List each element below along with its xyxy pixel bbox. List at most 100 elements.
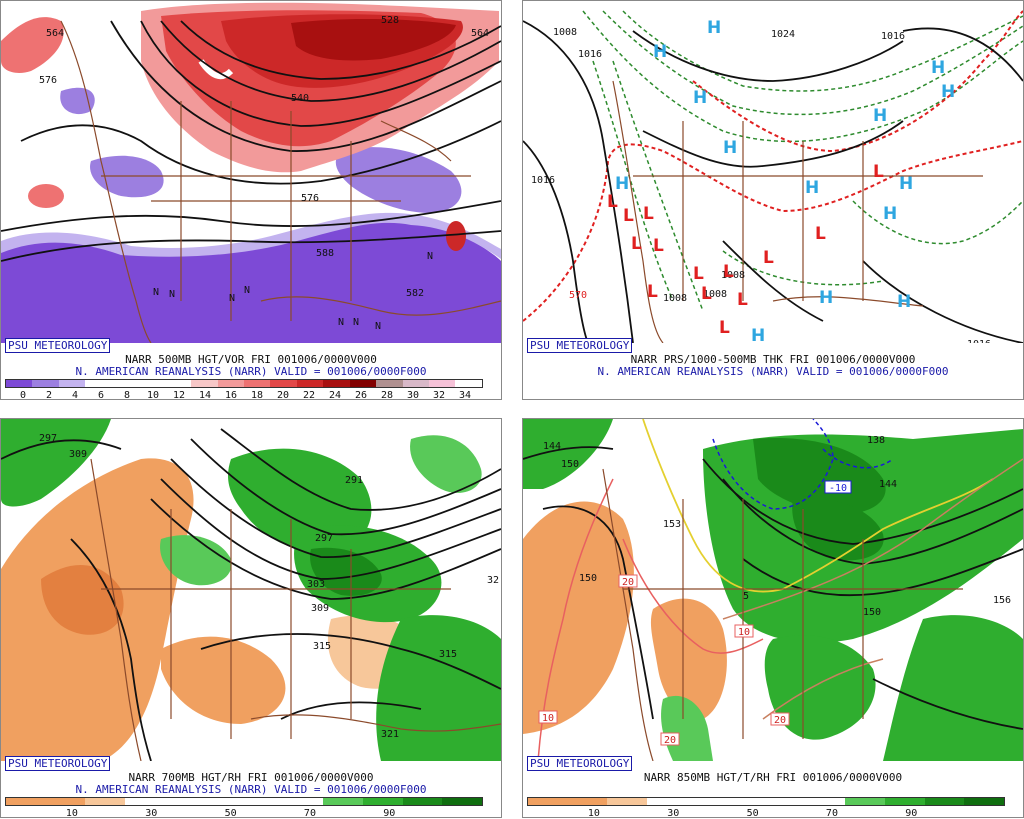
colorbar-swatch (845, 798, 886, 805)
high-pressure-symbol: H (941, 82, 955, 102)
temperature-label: 20 (774, 715, 786, 726)
map-700mb: 297 309 291 297 303 309 315 315 321 315 … (1, 419, 501, 761)
low-pressure-symbol: L (719, 318, 730, 338)
vorticity-min-symbol: N (353, 317, 359, 328)
colorbar-swatch (647, 798, 687, 805)
contour-label: 528 (381, 15, 399, 26)
colorbar (5, 379, 483, 388)
contour-label: 540 (291, 93, 309, 104)
colorbar-swatch (32, 380, 59, 387)
panel-subtitle: N. AMERICAN REANALYSIS (NARR) VALID = 00… (75, 365, 427, 378)
colorbar-tick-label: 2 (45, 390, 53, 401)
colorbar-swatch (766, 798, 806, 805)
colorbar-tick-label: 34 (458, 390, 472, 401)
colorbar-swatch (349, 380, 377, 387)
colorbar (527, 797, 1005, 806)
contour-label: 309 (69, 449, 87, 460)
vorticity-min-symbol: N (375, 321, 381, 332)
vorticity-min-symbol: N (338, 317, 344, 328)
contour-label: 138 (867, 435, 885, 446)
high-pressure-symbol: H (615, 174, 629, 194)
low-pressure-symbol: L (647, 282, 658, 302)
high-pressure-symbol: H (707, 18, 721, 38)
temperature-label: 10 (542, 713, 554, 724)
colorbar-swatch (244, 798, 284, 805)
colorbar-ticks: 0 2 4 6 8 10 12 14 16 18 20 22 24 26 28 30 32 34 (5, 390, 483, 401)
colorbar-swatch (442, 798, 483, 805)
panel-700mb-hgt-rh: 297 309 291 297 303 309 315 315 321 315 … (0, 418, 502, 819)
colorbar-swatch (58, 380, 86, 387)
panel-title: NARR 850MB HGT/T/RH FRI 001006/0000V000 (643, 771, 903, 784)
colorbar-swatch (6, 380, 33, 387)
contour-label: 315 (313, 641, 331, 652)
colorbar-tick-label: 12 (172, 390, 186, 401)
contour-label: 156 (993, 595, 1011, 606)
temperature-label: 10 (738, 627, 750, 638)
colorbar-tick-label: 10 (587, 808, 600, 819)
high-pressure-symbol: H (897, 292, 911, 312)
panel-title: NARR 500MB HGT/VOR FRI 001006/0000V000 (125, 353, 377, 366)
high-pressure-symbol: H (931, 58, 945, 78)
colorbar-tick-label: 30 (145, 808, 158, 819)
vorticity-min-symbol: N (244, 285, 250, 296)
colorbar-swatch (296, 380, 324, 387)
high-pressure-symbol: H (819, 288, 833, 308)
map-500mb: 564 576 540 528 564 576 588 582 N N N N … (1, 1, 501, 343)
high-pressure-symbol: H (805, 178, 819, 198)
high-pressure-symbol: H (723, 138, 737, 158)
high-pressure-symbol: H (693, 88, 707, 108)
contour-label: 315 (439, 649, 457, 660)
low-pressure-symbol: L (723, 262, 734, 282)
contour-label: 582 (406, 288, 424, 299)
colorbar (5, 797, 483, 806)
colorbar-swatch (204, 798, 245, 805)
low-pressure-symbol: L (693, 264, 704, 284)
colorbar-ticks: 10 30 50 70 90 (527, 808, 1005, 819)
colorbar-swatch (283, 798, 324, 805)
colorbar-tick-label: 0 (19, 390, 27, 401)
colorbar-tick-label: 4 (71, 390, 79, 401)
contour-label: 150 (561, 459, 579, 470)
colorbar-swatch (429, 380, 456, 387)
low-pressure-symbol: L (653, 236, 664, 256)
colorbar-swatch (455, 380, 482, 387)
contour-label: 321 (381, 729, 399, 740)
colorbar-swatch (885, 798, 925, 805)
contour-label: 144 (543, 441, 561, 452)
low-pressure-symbol: L (873, 162, 884, 182)
colorbar-swatch (726, 798, 767, 805)
contour-label: 576 (301, 193, 319, 204)
colorbar-swatch (924, 798, 965, 805)
vorticity-min-symbol: N (229, 293, 235, 304)
colorbar-swatch (164, 380, 192, 387)
low-pressure-symbol: L (631, 234, 642, 254)
colorbar-swatch (323, 798, 364, 805)
colorbar-swatch (686, 798, 727, 805)
colorbar-ticks: 10 30 50 70 90 (5, 808, 483, 819)
colorbar-swatch (164, 798, 205, 805)
colorbar-tick-label: 20 (276, 390, 290, 401)
contour-label: 144 (879, 479, 897, 490)
contour-label: 297 (39, 433, 57, 444)
colorbar-tick-label: 8 (123, 390, 131, 401)
colorbar-tick-label: 70 (825, 808, 838, 819)
contour-label: 1008 (663, 293, 687, 304)
map-850mb: 144 150 138 144 153 150 156 150 156 -10 … (523, 419, 1023, 761)
colorbar-tick-label: 28 (380, 390, 394, 401)
colorbar-tick-label: 90 (905, 808, 918, 819)
colorbar-swatch (363, 798, 403, 805)
colorbar-swatch (402, 798, 443, 805)
contour-label: 291 (345, 475, 363, 486)
colorbar-tick-label: 70 (303, 808, 316, 819)
colorbar-tick-label: 10 (146, 390, 160, 401)
colorbar-swatch (376, 380, 403, 387)
badge-psu-meteorology: PSU METEOROLOGY (527, 756, 633, 771)
low-pressure-symbol: L (643, 204, 654, 224)
colorbar-swatch (402, 380, 429, 387)
high-pressure-symbol: H (873, 106, 887, 126)
colorbar-swatch (528, 798, 568, 805)
colorbar-tick-label: 22 (302, 390, 316, 401)
colorbar-tick-label: 30 (406, 390, 420, 401)
panel-subtitle: N. AMERICAN REANALYSIS (NARR) VALID = 00… (597, 365, 949, 378)
low-pressure-symbol: L (607, 192, 618, 212)
